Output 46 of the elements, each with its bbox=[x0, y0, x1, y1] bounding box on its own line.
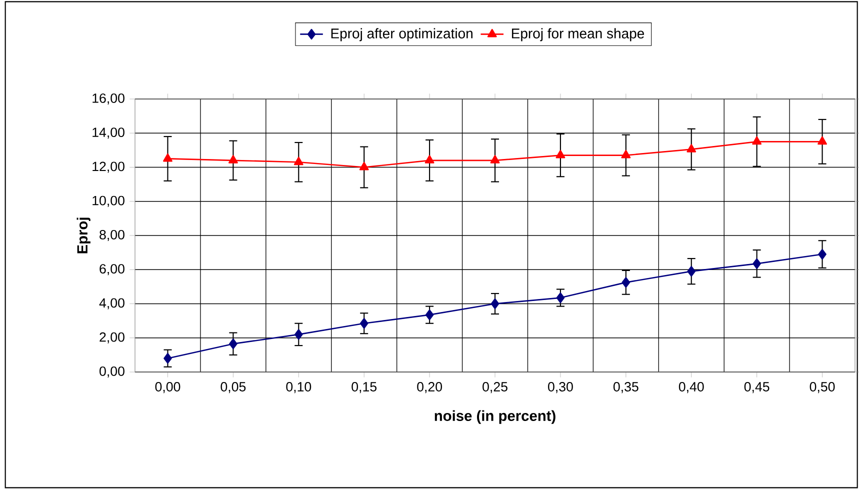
point bbox=[752, 258, 761, 269]
x-tick-label: 0,25 bbox=[482, 382, 508, 394]
point bbox=[752, 136, 762, 145]
x-tick-label: 0,10 bbox=[286, 382, 312, 394]
point bbox=[228, 155, 238, 164]
point bbox=[686, 144, 696, 152]
x-tick-label: 0,20 bbox=[417, 382, 442, 394]
point bbox=[818, 248, 826, 260]
x-tick-label: 0,35 bbox=[613, 382, 638, 394]
point bbox=[621, 150, 631, 158]
point bbox=[556, 150, 566, 158]
point bbox=[359, 162, 369, 170]
point bbox=[490, 155, 500, 164]
point bbox=[163, 153, 172, 162]
y-tick-label: 0,00 bbox=[100, 366, 124, 378]
y-tick-label: 16,00 bbox=[92, 93, 124, 105]
x-tick-label: 0,30 bbox=[548, 382, 573, 394]
point bbox=[622, 277, 630, 288]
legend-label: Eproj for mean shape bbox=[512, 28, 644, 42]
x-tick-label: 0,05 bbox=[220, 382, 246, 394]
point bbox=[424, 155, 434, 164]
legend-label: Eproj after optimization bbox=[331, 28, 472, 42]
y-tick-label: 8,00 bbox=[100, 230, 124, 242]
x-tick-label: 0,15 bbox=[352, 382, 377, 394]
point bbox=[360, 318, 368, 329]
point bbox=[294, 329, 303, 340]
x-axis-title: noise (in percent) bbox=[434, 410, 556, 424]
point bbox=[164, 353, 172, 364]
y-tick-label: 4,00 bbox=[99, 298, 124, 310]
point bbox=[556, 292, 565, 304]
point bbox=[425, 310, 434, 320]
point bbox=[490, 298, 500, 310]
y-tick-label: 10,00 bbox=[92, 196, 124, 207]
point bbox=[294, 156, 304, 166]
point bbox=[818, 136, 827, 145]
point bbox=[687, 266, 696, 277]
y-tick-label: 14,00 bbox=[92, 128, 124, 139]
y-tick-label: 12,00 bbox=[92, 162, 124, 173]
x-tick-label: 0,50 bbox=[810, 382, 835, 394]
y-tick-label: 6,00 bbox=[100, 264, 124, 276]
x-tick-label: 0,40 bbox=[678, 382, 704, 394]
x-tick-label: 0,45 bbox=[744, 382, 770, 394]
point bbox=[229, 338, 238, 350]
x-tick-label: 0,00 bbox=[155, 382, 180, 394]
y-tick-label: 2,00 bbox=[100, 332, 124, 344]
y-axis-title: Eproj bbox=[76, 218, 90, 254]
